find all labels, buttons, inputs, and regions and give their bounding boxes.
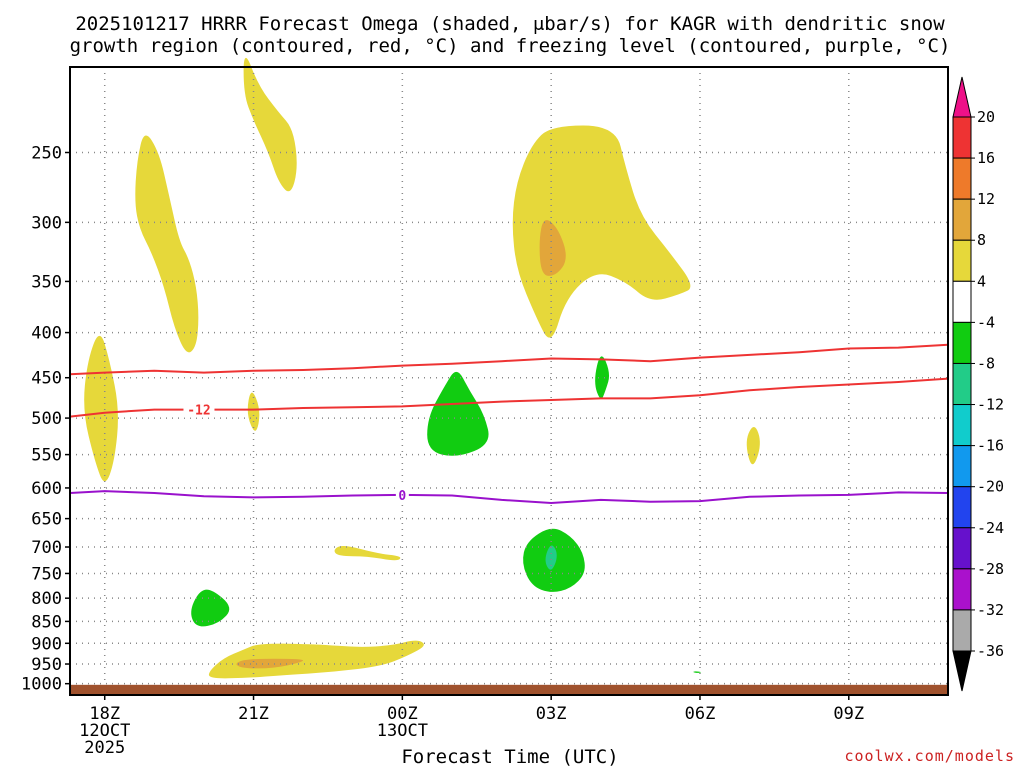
y-tick-label-1000: 1000 bbox=[21, 675, 62, 695]
omega-region-15 bbox=[693, 671, 701, 673]
x-tick-year-18Z: 2025 bbox=[84, 738, 125, 758]
colorbar-label-0: 20 bbox=[977, 108, 995, 126]
y-tick-label-650: 650 bbox=[31, 510, 62, 530]
x-axis-label: Forecast Time (UTC) bbox=[401, 746, 618, 768]
isotherm-label-bg-2 bbox=[395, 486, 409, 503]
y-tick-label-450: 450 bbox=[31, 369, 62, 389]
omega-region-6 bbox=[746, 426, 760, 465]
credit-text: coolwx.com/models bbox=[844, 747, 1015, 765]
y-tick-label-350: 350 bbox=[31, 272, 62, 292]
colorbar-top-arrow bbox=[952, 76, 972, 118]
isotherm-line-1 bbox=[69, 343, 949, 376]
y-tick-label-250: 250 bbox=[31, 143, 62, 163]
omega-region-1 bbox=[243, 57, 297, 192]
colorbar-label-11: -28 bbox=[977, 560, 1004, 578]
colorbar-bin-10 bbox=[952, 527, 972, 570]
colorbar-label-13: -36 bbox=[977, 642, 1004, 660]
chart-title-line-1: 2025101217 HRRR Forecast Omega (shaded, … bbox=[75, 13, 945, 35]
y-tick-label-500: 500 bbox=[31, 409, 62, 429]
x-tick-label-18Z: 18Z bbox=[89, 704, 120, 724]
x-tick-label-00Z: 00Z bbox=[387, 704, 418, 724]
x-tick-label-03Z: 03Z bbox=[536, 704, 567, 724]
plot-frame bbox=[69, 66, 949, 696]
y-tick-label-950: 950 bbox=[31, 655, 62, 675]
ground-fill bbox=[70, 684, 948, 695]
colorbar-label-10: -24 bbox=[977, 519, 1004, 537]
grid-lines bbox=[70, 67, 948, 695]
colorbar-bin-6 bbox=[952, 362, 972, 406]
colorbar-bin-1 bbox=[952, 157, 972, 200]
plot-border bbox=[69, 66, 949, 696]
x-tick-date-00Z: 13OCT bbox=[377, 721, 428, 741]
colorbar-label-5: -4 bbox=[977, 313, 995, 331]
colorbar-bin-4 bbox=[952, 280, 972, 323]
y-tick-label-700: 700 bbox=[31, 538, 62, 558]
y-tick-label-400: 400 bbox=[31, 324, 62, 344]
x-tick-label-21Z: 21Z bbox=[238, 704, 269, 724]
y-tick-label-300: 300 bbox=[31, 213, 62, 233]
colorbar-bin-5 bbox=[952, 321, 972, 364]
omega-region-13 bbox=[545, 545, 557, 570]
omega-region-0 bbox=[135, 135, 199, 353]
x-tick-label-06Z: 06Z bbox=[685, 704, 716, 724]
omega-region-2 bbox=[84, 335, 118, 482]
isotherm-line-2 bbox=[69, 490, 949, 505]
ground-bar bbox=[70, 684, 948, 695]
omega-region-8 bbox=[208, 640, 424, 679]
colorbar-bin-0 bbox=[952, 116, 972, 159]
colorbar-bin-12 bbox=[952, 609, 972, 652]
colorbar-label-4: 4 bbox=[977, 272, 986, 290]
colorbar-label-1: 16 bbox=[977, 149, 995, 167]
colorbar-bin-7 bbox=[952, 404, 972, 447]
isotherm-label-bg-0 bbox=[183, 401, 215, 418]
colorbar-bin-3 bbox=[952, 239, 972, 282]
omega-region-7 bbox=[334, 546, 401, 561]
colorbar-bin-9 bbox=[952, 486, 972, 529]
colorbar-label-6: -8 bbox=[977, 354, 995, 372]
omega-colorbar: 20 16 12 8 4 -4 -8 -12 -16 -20 -24 -28 -32 -36 bbox=[952, 76, 1004, 692]
colorbar-bottom-arrow bbox=[952, 650, 972, 692]
omega-region-14 bbox=[191, 589, 230, 627]
y-tick-label-750: 750 bbox=[31, 564, 62, 584]
colorbar-bin-8 bbox=[952, 445, 972, 488]
isotherm-contours: -12 0 bbox=[69, 343, 949, 505]
omega-region-11 bbox=[595, 356, 610, 399]
colorbar-bin-2 bbox=[952, 198, 972, 241]
y-tick-label-900: 900 bbox=[31, 634, 62, 654]
colorbar-label-8: -16 bbox=[977, 437, 1004, 455]
omega-region-3 bbox=[247, 392, 260, 431]
colorbar-label-7: -12 bbox=[977, 396, 1004, 414]
isotherm-label-0: -12 bbox=[187, 404, 210, 419]
omega-region-4 bbox=[512, 125, 691, 338]
x-tick-date-18Z: 12OCT bbox=[79, 721, 130, 741]
y-tick-label-800: 800 bbox=[31, 589, 62, 609]
isotherm-label-2: 0 bbox=[398, 489, 406, 504]
pressure-axis: 2503003504004505005506006507007508008509… bbox=[21, 143, 70, 695]
omega-shading-layer bbox=[84, 57, 760, 679]
y-tick-label-550: 550 bbox=[31, 446, 62, 466]
colorbar-bin-11 bbox=[952, 568, 972, 611]
chart-title-line-2: growth region (contoured, red, °C) and f… bbox=[70, 35, 951, 57]
colorbar-label-9: -20 bbox=[977, 478, 1004, 496]
colorbar-label-3: 8 bbox=[977, 231, 986, 249]
colorbar-label-2: 12 bbox=[977, 190, 995, 208]
colorbar-label-12: -32 bbox=[977, 601, 1004, 619]
x-tick-label-09Z: 09Z bbox=[833, 704, 864, 724]
y-tick-label-600: 600 bbox=[31, 479, 62, 499]
y-tick-label-850: 850 bbox=[31, 612, 62, 632]
omega-region-5 bbox=[539, 220, 566, 276]
omega-region-10 bbox=[427, 371, 489, 456]
